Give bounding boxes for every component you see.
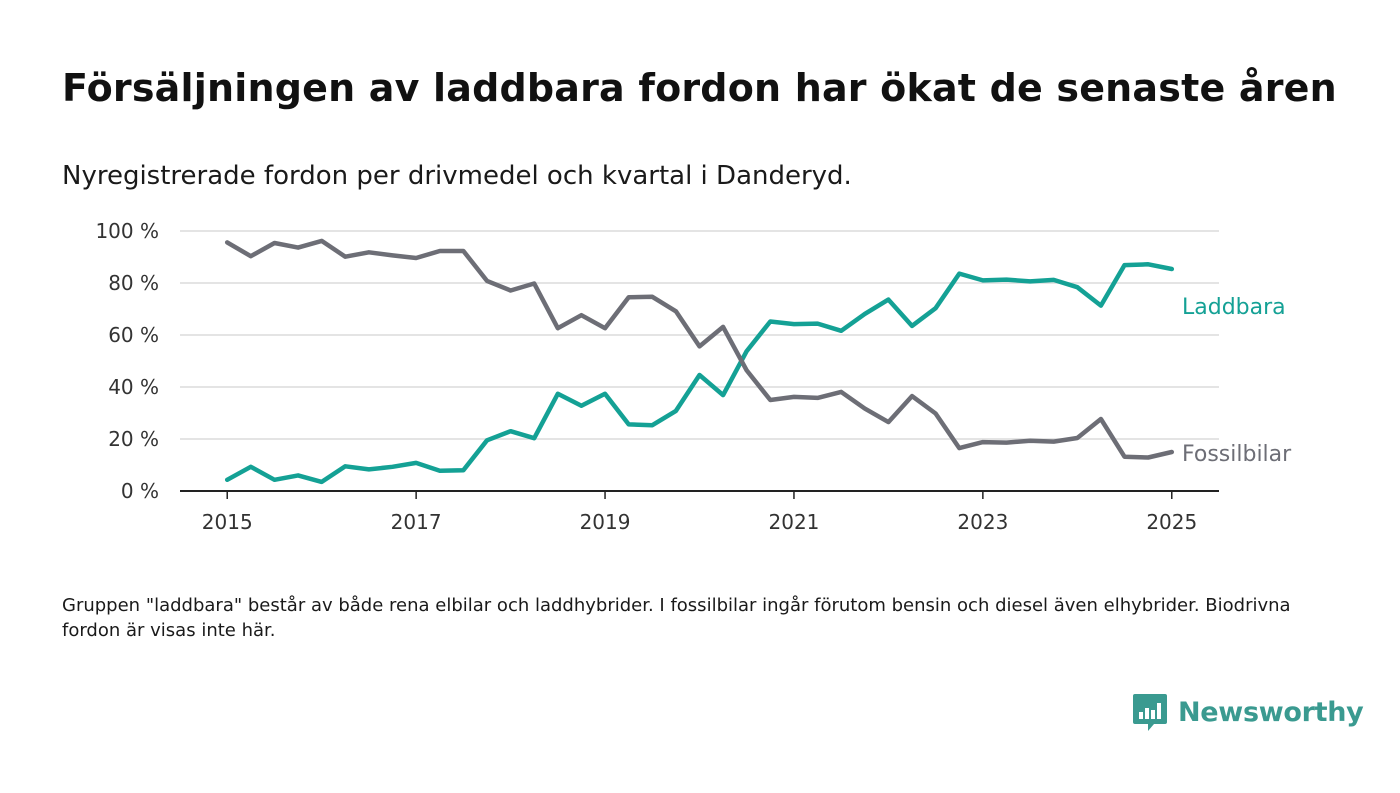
- series-lines: [224, 238, 1175, 485]
- grid-lines: [180, 230, 1219, 440]
- chart-subtitle: Nyregistrerade fordon per drivmedel och …: [62, 161, 852, 191]
- y-axis-ticks: 0 % 20 % 40 % 60 % 80 % 100 %: [95, 219, 159, 503]
- brand[interactable]: Newsworthy: [1132, 692, 1364, 732]
- y-tick-label: 80 %: [108, 271, 159, 295]
- series-line-laddbara: [224, 262, 1175, 485]
- chart-title: Försäljningen av laddbara fordon har öka…: [62, 66, 1337, 110]
- newsworthy-logo-icon: [1133, 694, 1167, 731]
- y-tick-label: 40 %: [108, 375, 159, 399]
- line-chart: 0 % 20 % 40 % 60 % 80 % 100 % 2015 2017 2019 202…: [95, 219, 1292, 534]
- series-labels: Laddbara Fossilbilar: [1182, 295, 1292, 467]
- x-tick-label: 2021: [769, 510, 820, 534]
- series-line-fossilbilar: [224, 238, 1175, 460]
- y-tick-label: 20 %: [108, 427, 159, 451]
- brand-name: Newsworthy: [1178, 696, 1364, 728]
- series-label-laddbara: Laddbara: [1182, 295, 1286, 320]
- y-tick-label: 60 %: [108, 323, 159, 347]
- y-tick-label: 100 %: [95, 219, 159, 243]
- x-tick-label: 2025: [1146, 510, 1197, 534]
- footnote: Gruppen "laddbara" består av både rena e…: [62, 595, 1291, 641]
- x-tick-label: 2017: [391, 510, 442, 534]
- x-axis: 2015 2017 2019 2021 2023 2025: [180, 490, 1219, 534]
- x-tick-label: 2019: [580, 510, 631, 534]
- x-tick-label: 2023: [957, 510, 1008, 534]
- y-tick-label: 0 %: [121, 479, 159, 503]
- x-tick-label: 2015: [202, 510, 253, 534]
- series-label-fossilbilar: Fossilbilar: [1182, 442, 1292, 467]
